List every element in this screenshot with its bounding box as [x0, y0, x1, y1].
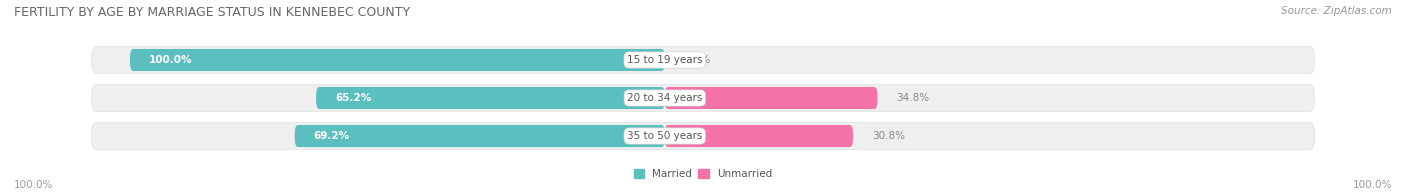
Text: FERTILITY BY AGE BY MARRIAGE STATUS IN KENNEBEC COUNTY: FERTILITY BY AGE BY MARRIAGE STATUS IN K…: [14, 6, 411, 19]
Text: 15 to 19 years: 15 to 19 years: [627, 55, 703, 65]
FancyBboxPatch shape: [91, 84, 1315, 112]
Text: 34.8%: 34.8%: [897, 93, 929, 103]
Text: Source: ZipAtlas.com: Source: ZipAtlas.com: [1281, 6, 1392, 16]
Text: 0.0%: 0.0%: [683, 55, 710, 65]
FancyBboxPatch shape: [129, 49, 665, 71]
FancyBboxPatch shape: [295, 125, 665, 147]
Text: 30.8%: 30.8%: [872, 131, 905, 141]
Text: 65.2%: 65.2%: [335, 93, 371, 103]
Text: 35 to 50 years: 35 to 50 years: [627, 131, 703, 141]
Text: 69.2%: 69.2%: [314, 131, 350, 141]
Text: 20 to 34 years: 20 to 34 years: [627, 93, 703, 103]
FancyBboxPatch shape: [91, 46, 1315, 74]
FancyBboxPatch shape: [665, 125, 853, 147]
Legend: Married, Unmarried: Married, Unmarried: [630, 165, 776, 183]
FancyBboxPatch shape: [665, 87, 877, 109]
FancyBboxPatch shape: [316, 87, 665, 109]
FancyBboxPatch shape: [91, 122, 1315, 150]
Text: 100.0%: 100.0%: [14, 180, 53, 190]
Text: 100.0%: 100.0%: [1353, 180, 1392, 190]
Text: 100.0%: 100.0%: [149, 55, 193, 65]
